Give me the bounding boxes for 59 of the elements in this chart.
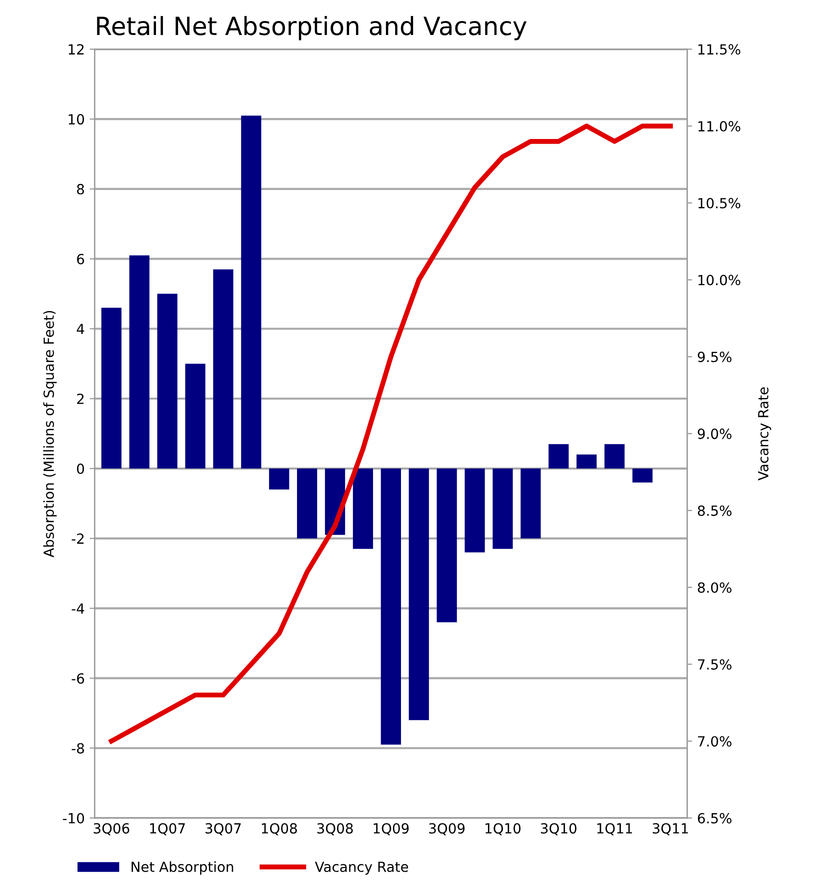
bar <box>241 116 262 469</box>
bar <box>129 255 150 469</box>
y-tick-label: -6 <box>72 673 84 684</box>
x-tick-label: 3Q06 <box>94 823 130 836</box>
x-tick-label: 1Q08 <box>262 823 297 836</box>
bar <box>213 269 234 469</box>
x-tick-label: 1Q09 <box>374 823 409 836</box>
bar <box>408 468 429 720</box>
bar <box>380 468 401 745</box>
x-tick-label: 1Q10 <box>486 823 521 836</box>
y-tick-label: 6 <box>77 254 84 264</box>
y-tick-label: 8 <box>77 184 84 194</box>
y-tick-label: -2 <box>72 533 84 544</box>
chart-title: Retail Net Absorption and Vacancy <box>97 16 527 40</box>
bar <box>101 308 122 469</box>
y-tick-label: -8 <box>72 743 84 754</box>
x-tick-label: 1Q07 <box>150 823 185 836</box>
y2-tick-label: 10.0% <box>698 274 740 286</box>
y-axis-title: Absorption (Millions of Square Feet) <box>43 310 57 558</box>
x-tick-label: 3Q09 <box>429 823 465 836</box>
y2-tick-label: 8.0% <box>698 582 732 593</box>
bar <box>520 468 541 538</box>
y-tick-label: 12 <box>68 44 84 54</box>
x-tick-label: 1Q11 <box>597 823 632 836</box>
bar <box>352 468 374 549</box>
bar <box>492 468 513 549</box>
y2-tick-label: 6.5% <box>698 812 732 824</box>
line-series <box>108 124 673 744</box>
bar <box>604 444 625 469</box>
bar <box>576 454 597 469</box>
y2-tick-label: 8.5% <box>698 505 732 516</box>
y-tick-label: -4 <box>72 603 84 614</box>
bar <box>436 468 457 622</box>
bar <box>297 468 318 538</box>
legend-label: Vacancy Rate <box>314 862 408 875</box>
x-tick-label: 3Q07 <box>206 823 241 836</box>
y2-tick-label: 7.0% <box>698 736 732 747</box>
y-tick-label: 2 <box>77 394 84 404</box>
bar <box>632 468 653 483</box>
bar <box>548 444 569 469</box>
y2-tick-label: 7.5% <box>698 659 732 670</box>
legend-label: Net Absorption <box>132 861 234 875</box>
y2-axis-title: Vacancy Rate <box>758 387 772 480</box>
y2-tick-label: 9.0% <box>698 428 732 440</box>
x-tick-label: 3Q11 <box>652 823 688 836</box>
y-tick-label: -10 <box>62 812 84 824</box>
x-tick-label: 3Q10 <box>540 823 576 836</box>
y2-tick-label: 9.5% <box>698 352 732 362</box>
bar <box>464 468 485 552</box>
x-tick-label: 3Q08 <box>317 823 353 836</box>
y-tick-label: 4 <box>76 324 84 334</box>
bar <box>185 364 206 469</box>
y-tick-label: 0 <box>77 464 84 474</box>
y2-tick-label: 11.5% <box>698 44 740 55</box>
y2-tick-label: 10.5% <box>698 198 740 208</box>
bar <box>269 468 290 490</box>
bar <box>157 294 178 469</box>
y-tick-label: 10 <box>68 114 84 125</box>
y2-tick-label: 11.0% <box>698 121 740 132</box>
